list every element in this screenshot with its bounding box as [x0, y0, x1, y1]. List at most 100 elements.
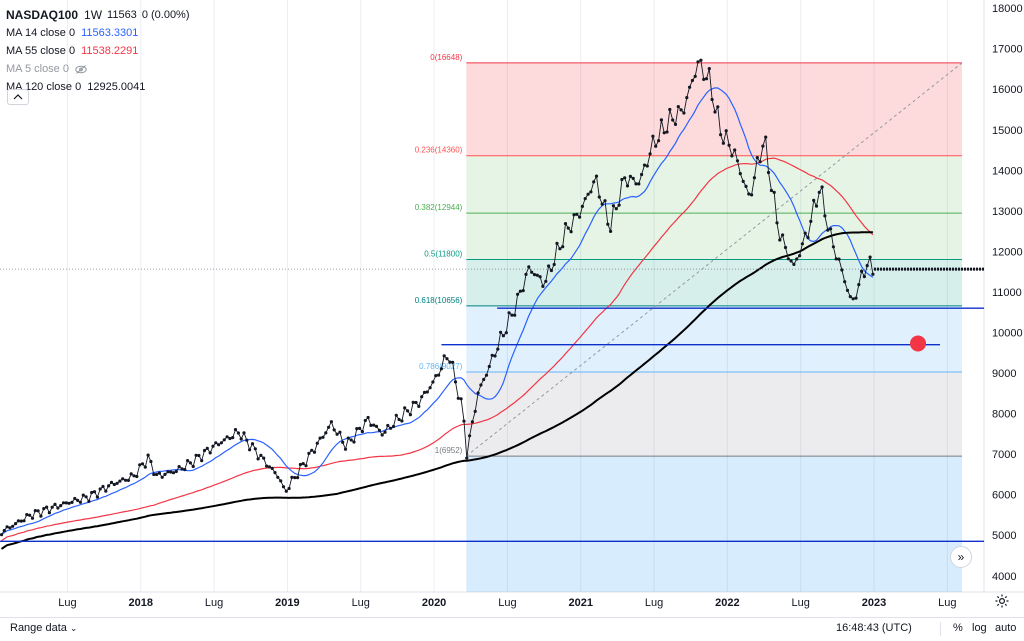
eye-off-icon[interactable] [75, 64, 87, 74]
price-point [566, 226, 570, 230]
price-point [640, 172, 644, 177]
price-point [391, 424, 396, 429]
price-point [267, 465, 271, 469]
price-point [202, 448, 207, 453]
price-point [857, 283, 861, 287]
price-point [372, 423, 376, 427]
price-point [730, 154, 734, 158]
price-point [439, 367, 443, 371]
price-point [504, 331, 508, 335]
symbol-name[interactable]: NASDAQ100 [6, 8, 79, 22]
price-point [532, 273, 537, 277]
price-point [592, 180, 596, 184]
price-point [800, 242, 805, 246]
price-point [67, 501, 71, 505]
price-point [22, 519, 26, 523]
price-point [25, 513, 29, 517]
price-point [42, 507, 46, 511]
legend-ma5[interactable]: MA 5 close 0 [6, 60, 190, 78]
legend-ma55[interactable]: MA 55 close 0 11538.2291 [6, 42, 190, 60]
legend-collapse-button[interactable] [7, 89, 29, 105]
price-point [98, 487, 102, 491]
price-chart[interactable]: Lug 2018 Lug 2019 Lug 2020 Lug 2021 Lug 2022 Lug 20… [0, 0, 1024, 617]
x-tick-label: 2021 [568, 597, 592, 609]
price-point [394, 413, 398, 417]
price-point [470, 420, 474, 424]
price-point [724, 129, 728, 133]
price-point [36, 509, 40, 513]
price-point [39, 514, 43, 518]
price-point [205, 446, 209, 450]
price-point [332, 428, 336, 432]
price-point [854, 296, 858, 300]
percent-scale-toggle[interactable]: % [953, 622, 963, 634]
price-point [211, 444, 215, 448]
price-point [425, 390, 429, 394]
y-tick-label: 11000 [992, 287, 1022, 299]
price-point [631, 176, 635, 180]
fib-level-label: 0.786(9027) [419, 362, 462, 371]
price-point [716, 105, 720, 109]
legend-ma14[interactable]: MA 14 close 0 11563.3301 [6, 24, 190, 42]
range-data-label: Range data [10, 622, 67, 634]
price-point [352, 440, 356, 444]
price-point [549, 268, 554, 273]
price-point [699, 58, 703, 62]
price-point [262, 456, 266, 460]
price-point [812, 198, 816, 202]
price-point [482, 377, 486, 382]
legend-ma120[interactable]: MA 120 close 0 12925.0041 [6, 78, 190, 96]
price-point [53, 502, 57, 506]
price-point [795, 257, 799, 261]
price-point [834, 257, 838, 261]
price-point [341, 440, 345, 444]
price-point [586, 192, 590, 196]
x-tick-label: Lug [938, 597, 956, 609]
price-point [14, 522, 18, 526]
price-point [865, 264, 869, 268]
price-point [761, 144, 765, 148]
price-point [676, 105, 680, 109]
price-point [783, 245, 788, 250]
price-point [651, 134, 655, 138]
auto-scale-toggle[interactable]: auto [995, 622, 1017, 634]
ma14-line [1, 87, 874, 536]
price-point [33, 509, 37, 513]
range-data-button[interactable]: Range data ⌄ [10, 622, 77, 634]
ma-value: 11563.3301 [81, 26, 139, 39]
price-point [73, 496, 77, 501]
price-point [547, 264, 551, 268]
scroll-to-realtime-button[interactable]: » [950, 546, 972, 568]
price-point [397, 417, 401, 422]
price-point [87, 499, 91, 503]
price-point [679, 108, 683, 112]
price-point [617, 203, 621, 207]
price-point [358, 426, 362, 430]
gear-icon[interactable] [994, 593, 1010, 609]
timeframe-label[interactable]: 1W [84, 8, 103, 22]
price-point [312, 450, 317, 454]
price-point [766, 170, 771, 175]
price-point [307, 451, 311, 455]
price-point [848, 295, 852, 299]
ma-value: 12925.0041 [87, 80, 146, 93]
price-point [569, 230, 573, 234]
price-point [177, 465, 181, 469]
x-tick-label: 2019 [275, 597, 299, 609]
price-point [84, 495, 88, 499]
price-point [338, 430, 342, 434]
price-point [535, 273, 539, 277]
price-point [2, 528, 6, 533]
price-point [513, 313, 517, 317]
price-point [321, 435, 325, 439]
price-point [30, 516, 35, 520]
price-point [662, 131, 666, 135]
y-tick-label: 14000 [992, 165, 1023, 177]
price-point [245, 438, 249, 442]
fib-band [466, 213, 963, 260]
price-point [242, 431, 246, 435]
price-point [600, 202, 604, 206]
y-tick-label: 18000 [992, 3, 1023, 15]
price-point [335, 432, 339, 436]
log-scale-toggle[interactable]: log [972, 622, 987, 634]
